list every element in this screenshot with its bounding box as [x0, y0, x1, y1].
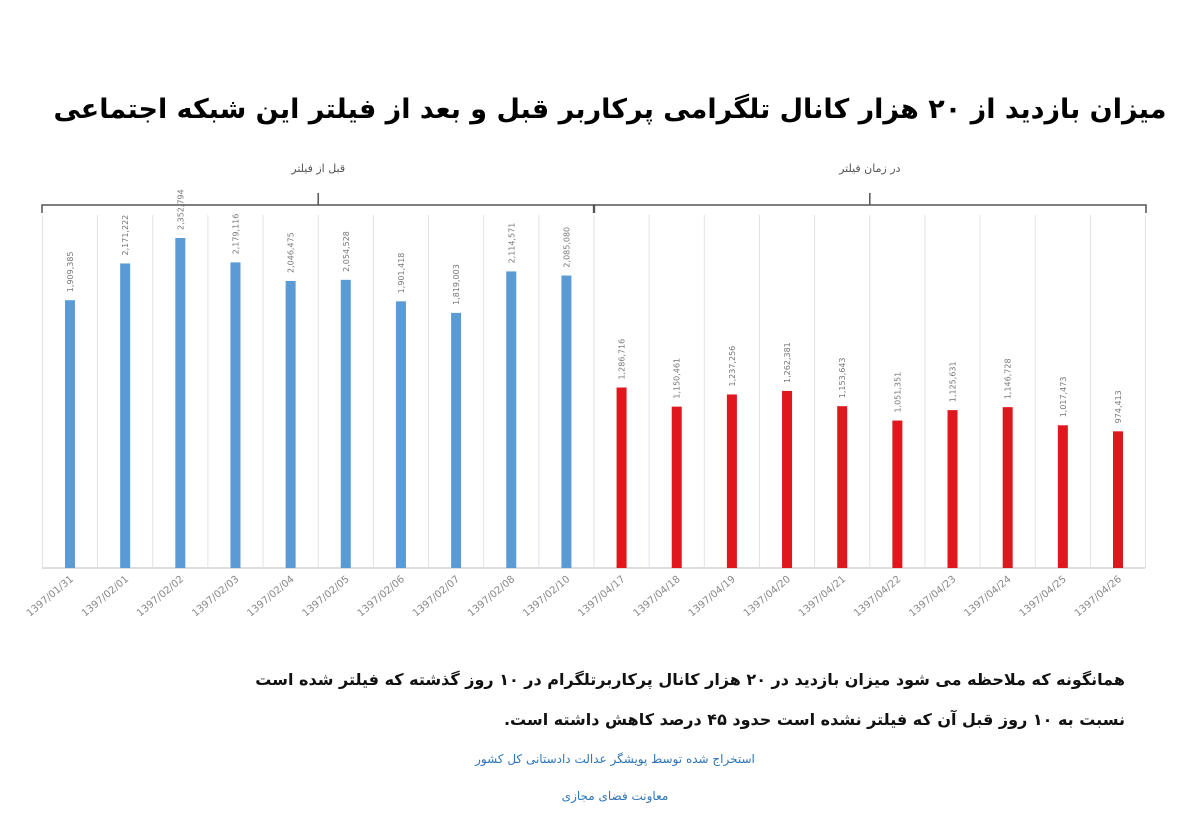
data-label: 2,179,116: [231, 214, 240, 255]
x-tick-label: 1397/02/04: [245, 574, 296, 619]
data-label: 2,054,528: [342, 231, 351, 272]
bar: [782, 390, 793, 568]
bar: [1057, 425, 1068, 568]
data-label: 1,909,385: [66, 251, 75, 292]
x-tick-label: 1397/04/17: [576, 574, 627, 619]
data-label: 1,051,351: [893, 372, 902, 413]
x-tick-label: 1397/02/06: [356, 574, 407, 619]
data-label: 974,413: [1114, 390, 1123, 423]
data-label: 1,153,643: [838, 357, 847, 398]
bar: [947, 410, 958, 568]
bar: [1002, 407, 1013, 568]
bar: [561, 275, 572, 568]
data-label: 1,901,418: [397, 253, 406, 294]
bar: [726, 394, 737, 568]
data-label: 2,114,571: [507, 223, 516, 264]
bar: [285, 280, 296, 568]
x-tick-label: 1397/02/07: [411, 574, 462, 619]
group-bracket: [592, 193, 1147, 213]
data-label: 2,171,222: [121, 215, 130, 256]
group-label: در زمان فیلتر: [838, 162, 901, 175]
data-label: 2,085,080: [562, 227, 571, 268]
data-label: 1,146,728: [1004, 358, 1013, 399]
data-label: 1,819,003: [452, 264, 461, 305]
source-line: معاونت فضای مجازی: [562, 789, 669, 804]
x-tick-label: 1397/04/21: [797, 574, 848, 619]
x-tick-label: 1397/02/02: [135, 574, 186, 619]
bar: [395, 301, 406, 568]
x-tick-label: 1397/04/19: [687, 574, 738, 619]
bar: [1113, 431, 1123, 568]
bar: [506, 271, 517, 568]
data-label: 2,046,475: [287, 232, 296, 273]
data-label: 1,286,716: [618, 339, 627, 380]
x-tick-label: 1397/02/08: [466, 574, 517, 619]
x-tick-label: 1397/04/20: [742, 574, 793, 619]
bar: [340, 279, 351, 568]
x-tick-label: 1397/04/24: [962, 574, 1013, 619]
note-line: نسبت به ۱۰ روز قبل آن که فیلتر نشده است …: [504, 709, 1125, 729]
x-tick-label: 1397/04/22: [852, 574, 903, 619]
note-line: همانگونه که ملاحظه می شود میزان بازدید د…: [255, 670, 1125, 690]
x-tick-label: 1397/02/05: [300, 574, 351, 619]
bar: [892, 420, 903, 568]
data-label: 1,150,461: [673, 358, 682, 399]
x-tick-label: 1397/04/18: [631, 574, 682, 619]
bar: [230, 262, 241, 568]
x-tick-label: 1397/04/25: [1018, 574, 1069, 619]
data-label: 1,017,473: [1059, 377, 1068, 418]
bar: [451, 312, 462, 568]
bar: [65, 300, 75, 568]
x-tick-label: 1397/02/10: [521, 574, 572, 619]
bar: [837, 406, 848, 568]
source-line: استخراج شده توسط پویشگر عدالت دادستانی ک…: [474, 752, 755, 767]
bar: [616, 387, 627, 568]
chart-title: میزان بازدید از ۲۰ هزار کانال تلگرامی پر…: [53, 93, 1166, 125]
group-label: قبل از فیلتر: [290, 162, 345, 175]
group-bracket: [41, 193, 596, 213]
x-tick-label: 1397/02/01: [80, 574, 131, 619]
data-label: 1,237,256: [728, 346, 737, 387]
bar: [175, 238, 186, 568]
x-tick-label: 1397/04/26: [1073, 574, 1124, 619]
bar: [120, 263, 131, 568]
x-tick-label: 1397/01/31: [25, 574, 76, 619]
x-tick-label: 1397/04/23: [907, 574, 958, 619]
data-label: 2,352,794: [176, 189, 185, 230]
data-label: 1,262,381: [783, 342, 792, 383]
x-tick-label: 1397/02/03: [190, 574, 241, 619]
bar: [671, 406, 682, 568]
data-label: 1,125,631: [949, 361, 958, 402]
